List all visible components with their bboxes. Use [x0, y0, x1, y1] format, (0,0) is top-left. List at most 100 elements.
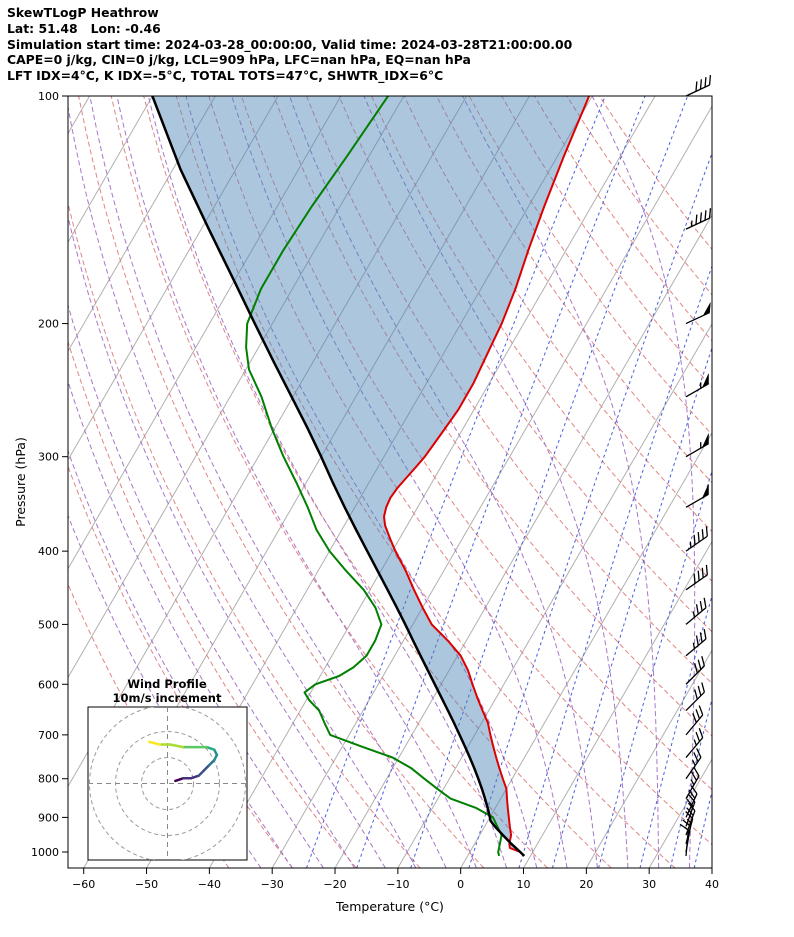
isotherm-line — [711, 866, 712, 868]
mixing-ratio-line — [552, 346, 712, 868]
hodograph-ring — [141, 757, 194, 810]
y-tick-label: 700 — [38, 729, 59, 742]
isotherm-line — [68, 96, 279, 461]
moist-adiabat-line — [363, 96, 629, 868]
wind-barb — [685, 727, 704, 758]
dry-adiabat-line — [273, 96, 712, 737]
hodograph-title-line2: 10m/s increment — [113, 691, 222, 705]
mixing-ratio-line — [356, 96, 646, 868]
x-tick-label: 10 — [517, 878, 531, 891]
x-tick-label: 40 — [705, 878, 719, 891]
y-tick-label: 100 — [38, 90, 59, 103]
moist-adiabat-line — [68, 214, 386, 868]
page-title: SkewTLogP Heathrow — [7, 5, 159, 20]
y-tick-label: 400 — [38, 545, 59, 558]
moist-adiabat-line — [289, 96, 598, 868]
wind-barb — [685, 802, 696, 836]
hodograph-trace-segment — [148, 740, 161, 746]
isotherm-line — [334, 214, 712, 868]
wind-barb — [685, 656, 706, 685]
x-tick-label: 30 — [642, 878, 656, 891]
hodograph-inset: Wind Profile 10m/s increment — [87, 677, 248, 861]
x-tick-label: −30 — [261, 878, 284, 891]
dry-adiabat-line — [78, 96, 485, 868]
wind-barb — [685, 682, 706, 712]
wind-barb — [685, 373, 709, 398]
x-axis-label: Temperature (°C) — [335, 899, 444, 914]
temperature-curve — [383, 96, 591, 857]
y-tick-label: 800 — [38, 773, 59, 786]
y-tick-label: 600 — [38, 678, 59, 691]
mixing-ratio-line — [410, 96, 689, 868]
hodograph-trace-segment — [174, 777, 185, 783]
y-tick-label: 500 — [38, 618, 59, 631]
dry-adiabat-line — [110, 96, 548, 868]
x-tick-label: −60 — [72, 878, 95, 891]
y-tick-label: 300 — [38, 451, 59, 464]
parcel-curve — [151, 96, 526, 857]
wind-barb — [685, 208, 712, 230]
dry-adiabat-line — [208, 96, 712, 846]
header-latlon: Lat: 51.48 Lon: -0.46 — [7, 20, 161, 36]
wind-barb — [685, 748, 702, 780]
profile-curves — [151, 96, 591, 857]
hodograph-ring — [89, 707, 246, 860]
moist-adiabat-line — [68, 303, 355, 868]
wind-barb — [685, 433, 709, 458]
mixing-ratio-line — [518, 264, 712, 868]
header-indices-1: CAPE=0 j/kg, CIN=0 j/kg, LCL=909 hPa, LF… — [7, 52, 471, 68]
isotherm-line — [68, 96, 342, 570]
mixing-ratio-line — [598, 469, 712, 868]
isotherm-line — [648, 758, 712, 868]
y-axis-label: Pressure (hPa) — [13, 437, 28, 527]
dewpoint-curve — [245, 96, 503, 857]
hodograph-trace-segment — [189, 774, 200, 780]
moist-adiabat-line — [68, 449, 293, 868]
wind-barb — [685, 564, 708, 591]
isotherm-line — [68, 96, 153, 244]
moist-adiabat-line — [185, 96, 538, 868]
x-tick-label: −20 — [323, 878, 346, 891]
x-tick-label: −50 — [135, 878, 158, 891]
dry-adiabat-line — [501, 96, 712, 389]
header-times: Simulation start time: 2024-03-28_00:00:… — [7, 36, 573, 52]
moist-adiabat-line — [68, 103, 417, 868]
header-block: SkewTLogP Heathrow Lat: 51.48 Lon: -0.46… — [7, 5, 572, 84]
y-tick-label: 200 — [38, 318, 59, 331]
y-tick-label: 1000 — [31, 846, 59, 859]
dry-adiabat-line — [240, 96, 712, 791]
isotherm-line — [460, 431, 712, 868]
dry-adiabat-line — [468, 96, 712, 436]
y-tick-label: 900 — [38, 811, 59, 824]
dry-adiabat-lines — [68, 96, 712, 868]
x-tick-label: 20 — [579, 878, 593, 891]
x-tick-label: −40 — [198, 878, 221, 891]
wind-barb — [685, 705, 704, 736]
dry-adiabat-line — [338, 96, 712, 633]
isotherm-line — [208, 96, 656, 868]
wind-barb — [685, 526, 708, 552]
moist-adiabat-line — [591, 96, 696, 868]
wind-barbs — [679, 74, 712, 856]
hodograph-trace-segment — [205, 745, 216, 751]
dry-adiabat-line — [403, 96, 712, 533]
wind-barb — [685, 597, 707, 625]
dry-adiabat-line — [598, 96, 712, 251]
mixing-ratio-line — [306, 96, 606, 868]
moist-adiabat-line — [462, 96, 660, 868]
wind-barb — [685, 74, 712, 97]
dry-adiabat-line — [533, 96, 712, 342]
isotherm-line — [585, 649, 712, 868]
moist-adiabat-line — [68, 380, 324, 868]
isotherm-line — [68, 96, 405, 679]
isotherm-line — [523, 540, 712, 868]
hodograph-title-line1: Wind Profile — [127, 677, 207, 691]
dry-adiabat-line — [143, 96, 612, 868]
x-tick-label: −10 — [386, 878, 409, 891]
header-indices-2: LFT IDX=4°C, K IDX=-5°C, TOTAL TOTS=47°C… — [7, 68, 444, 84]
mixing-ratio-line — [669, 697, 712, 868]
wind-barb — [685, 629, 707, 657]
wind-barb — [685, 302, 711, 325]
dry-adiabat-line — [566, 96, 712, 296]
